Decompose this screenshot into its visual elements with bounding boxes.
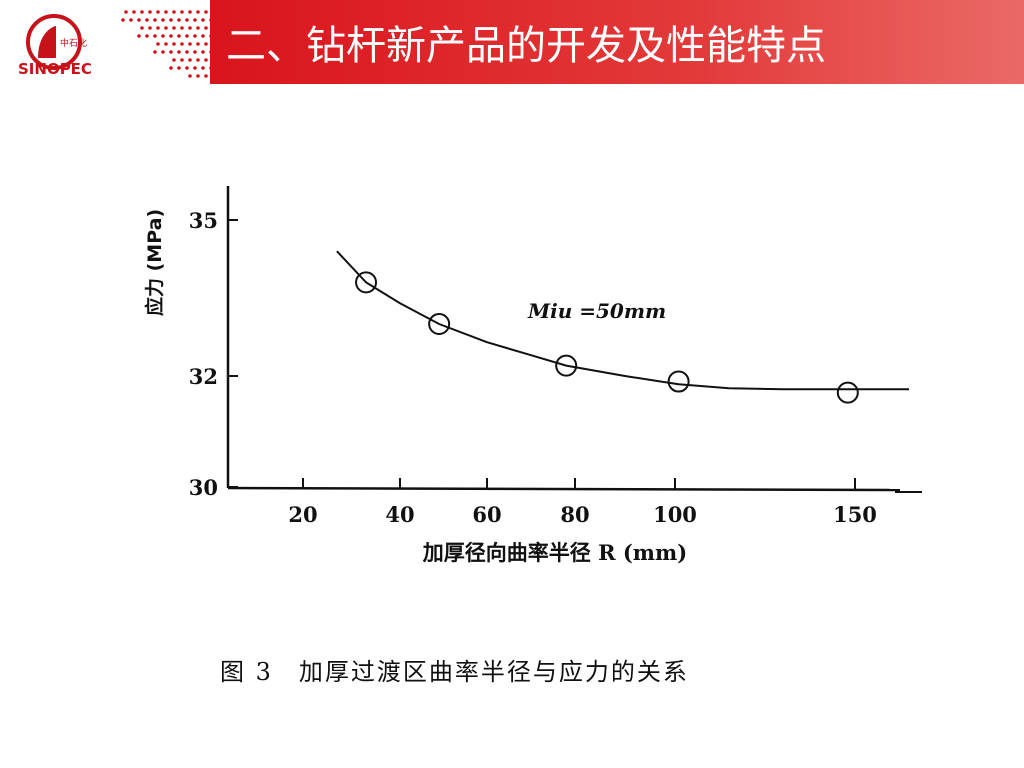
logo-text: SINOPEC [18, 60, 92, 78]
x-tick-label: 20 [288, 502, 317, 527]
data-point [667, 370, 690, 393]
sinopec-logo-icon: 中石化 [26, 14, 87, 70]
curve-annotation: Miu =50mm [527, 299, 666, 323]
y-tick-label: 35 [189, 208, 218, 233]
y-tick-label: 32 [189, 364, 218, 389]
fit-curve-line [336, 250, 909, 391]
x-axis-label: 加厚径向曲率半径 R (mm) [422, 540, 687, 565]
x-tick-label: 150 [833, 502, 877, 527]
y-axis-label: 应力 (MPa) [144, 208, 166, 316]
title-bar [210, 0, 1024, 84]
header: 中石化 SINOPEC 二、钻杆新产品的开发及性能特点 [0, 0, 1024, 88]
data-point [555, 354, 578, 377]
x-tick-label: 40 [385, 502, 414, 527]
x-axis-line [227, 486, 901, 492]
x-tick-label: 100 [653, 502, 697, 527]
y-tick-label: 30 [189, 475, 218, 500]
data-point [428, 313, 451, 335]
svg-text:中石化: 中石化 [60, 37, 87, 49]
page-title: 二、钻杆新产品的开发及性能特点 [226, 23, 826, 69]
x-tick-label: 60 [472, 502, 501, 527]
data-point [836, 381, 859, 404]
figure-caption: 图 3 加厚过渡区曲率半径与应力的关系 [220, 658, 689, 686]
data-point [355, 271, 378, 294]
x-tick-label: 80 [560, 502, 589, 527]
